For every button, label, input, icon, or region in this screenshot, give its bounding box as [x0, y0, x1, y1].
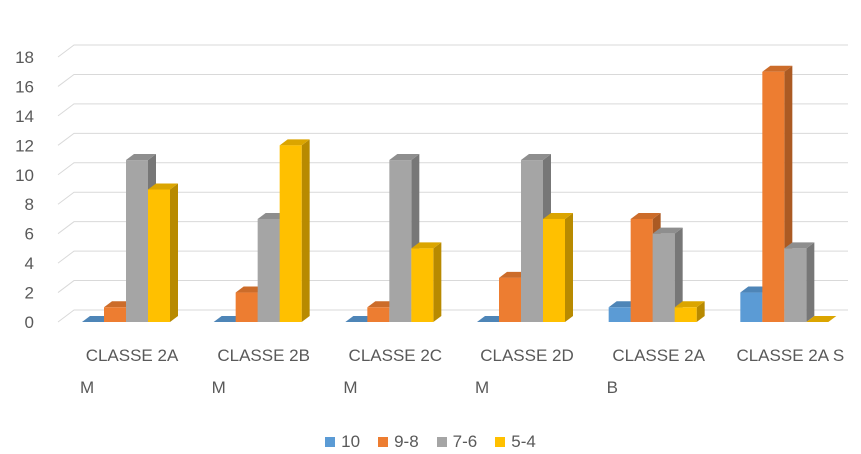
gridline: [57, 44, 848, 58]
gridline: [57, 162, 848, 176]
y-tick-label: 8: [25, 195, 34, 214]
y-axis-ticks: 0 2 4 6 8 10 12 14 16 18: [15, 48, 34, 332]
category-label: M: [80, 378, 94, 397]
bar: [543, 212, 573, 322]
bar: [652, 227, 683, 322]
gridline: [57, 132, 848, 146]
gridline: [57, 309, 848, 323]
legend-label: 9-8: [394, 432, 419, 451]
gridline: [57, 280, 848, 293]
category-label: B: [607, 378, 618, 397]
gridline: [57, 73, 848, 87]
legend-label: 10: [341, 432, 361, 451]
legend-item: 9-8: [378, 432, 419, 452]
category-label: CLASSE 2A S: [736, 346, 844, 365]
bars: [82, 65, 837, 322]
gridline: [57, 103, 848, 117]
y-tick-label: 6: [25, 225, 34, 244]
y-tick-label: 14: [15, 107, 34, 126]
gridline: [57, 250, 848, 264]
gridlines: [57, 44, 848, 323]
legend-item: 10: [325, 432, 360, 452]
bar: [279, 139, 310, 322]
y-tick-label: 18: [15, 48, 34, 67]
legend-label: 7-6: [452, 432, 478, 451]
legend-swatch: [378, 437, 389, 447]
y-tick-label: 4: [25, 254, 34, 273]
category-label: CLASSE 2B: [217, 346, 310, 365]
y-tick-label: 0: [25, 313, 34, 332]
gridline: [57, 191, 848, 205]
category-label: CLASSE 2A: [86, 346, 179, 365]
legend-item: 5-4: [495, 432, 536, 452]
bar: [148, 183, 178, 322]
legend: 10 9-8 7-6 5-4: [0, 430, 861, 454]
bar: [411, 242, 442, 322]
y-tick-label: 2: [25, 284, 34, 303]
legend-swatch: [325, 437, 336, 447]
legend-swatch: [495, 437, 506, 447]
legend-label: 5-4: [511, 432, 536, 451]
category-label: M: [212, 378, 226, 397]
category-label: CLASSE 2D: [480, 346, 574, 365]
category-labels: CLASSE 2A M CLASSE 2B M CLASSE 2C M CLASSE 2D M…: [80, 346, 844, 397]
y-tick-label: 16: [15, 77, 34, 96]
y-tick-label: 10: [15, 166, 34, 185]
category-label: M: [475, 378, 489, 397]
y-tick-label: 12: [15, 136, 34, 155]
category-label: M: [343, 378, 357, 397]
gridline: [57, 221, 848, 235]
bar: [784, 242, 815, 322]
category-label: CLASSE 2A: [612, 346, 705, 365]
bar: [806, 316, 837, 322]
legend-item: 7-6: [436, 432, 478, 452]
legend-swatch: [436, 437, 447, 447]
bar: [674, 301, 705, 322]
category-label: CLASSE 2C: [349, 346, 443, 365]
